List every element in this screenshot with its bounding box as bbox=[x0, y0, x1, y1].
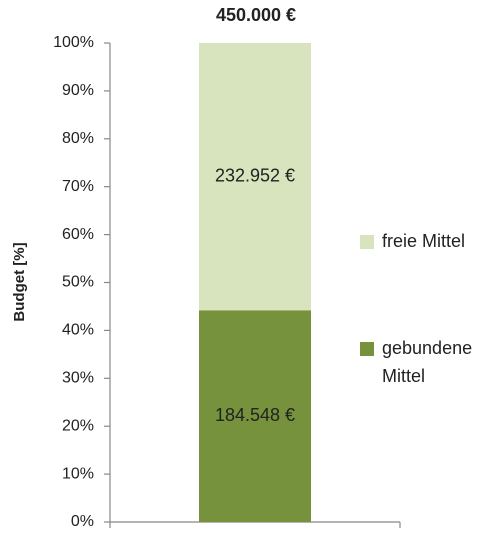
y-tick-label: 30% bbox=[62, 370, 94, 387]
bar-segment bbox=[199, 43, 311, 311]
y-tick-label: 40% bbox=[62, 322, 94, 339]
data-label: 184.548 € bbox=[215, 405, 295, 425]
y-axis-label: Budget [%] bbox=[11, 242, 28, 321]
legend-item: freie Mittel bbox=[360, 230, 500, 255]
y-tick-label: 0% bbox=[71, 513, 94, 530]
y-tick-label: 70% bbox=[62, 178, 94, 195]
data-label: 232.952 € bbox=[215, 165, 295, 185]
y-tick-label: 10% bbox=[62, 465, 94, 482]
legend-swatch bbox=[360, 235, 374, 249]
y-tick-label: 100% bbox=[53, 34, 94, 51]
legend-label: freie Mittel bbox=[382, 231, 466, 251]
legend-item: gebundene Mittel bbox=[360, 337, 500, 390]
y-tick-label: 60% bbox=[62, 226, 94, 243]
legend-swatch bbox=[360, 342, 374, 356]
y-tick-label: 80% bbox=[62, 130, 94, 147]
y-tick-label: 50% bbox=[62, 274, 94, 291]
legend-label: gebundene Mittel bbox=[382, 338, 473, 386]
y-tick-label: 20% bbox=[62, 417, 94, 434]
bar-segment bbox=[199, 310, 311, 522]
chart-title: 450.000 € bbox=[216, 5, 296, 25]
y-tick-label: 90% bbox=[62, 82, 94, 99]
